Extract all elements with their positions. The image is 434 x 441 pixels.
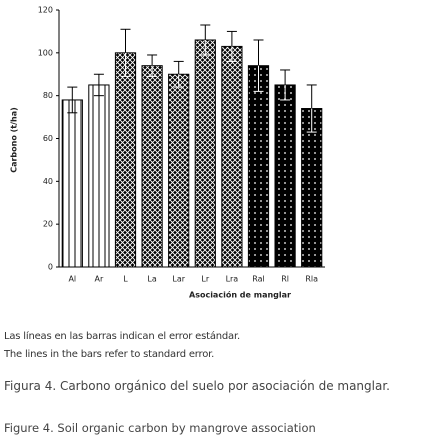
- x-axis-label: Asociación de manglar: [189, 290, 291, 300]
- x-tick-label: Rla: [305, 275, 318, 284]
- note: Las líneas en las barras indican el erro…: [4, 331, 240, 342]
- bar: [114, 52, 137, 268]
- y-tick-label: 20: [43, 220, 53, 229]
- error-bar: [200, 24, 211, 56]
- bar: [61, 99, 83, 268]
- bar: [88, 84, 110, 268]
- error-bar: [226, 30, 237, 62]
- caption: Figure 4. Soil organic carbon by mangrov…: [4, 421, 316, 435]
- x-tick-label: Rl: [281, 275, 289, 284]
- bar: [168, 73, 190, 268]
- bar: [247, 65, 270, 268]
- error-bar: [253, 39, 264, 92]
- y-tick-label: 80: [43, 91, 53, 100]
- x-tick-label: Al: [68, 275, 76, 284]
- chart: Carbono (t/ha) Asociación de manglar 0 20…: [10, 6, 325, 300]
- x-tick-label: L: [123, 275, 128, 284]
- bar: [274, 84, 296, 268]
- x-tick-label: Ar: [95, 275, 104, 284]
- y-tick-label: 100: [38, 48, 53, 57]
- y-tick-label: 120: [38, 6, 53, 15]
- error-bar: [93, 73, 104, 97]
- y-tick-label: 60: [43, 134, 53, 143]
- x-tick-label: Lra: [226, 275, 239, 284]
- bar: [194, 39, 216, 268]
- bar: [221, 45, 243, 268]
- error-bar: [280, 69, 291, 101]
- x-tick-label: La: [147, 275, 156, 284]
- bar: [141, 65, 163, 268]
- x-tick-label: Ral: [252, 275, 265, 284]
- x-tick-label: Lr: [201, 275, 209, 284]
- note: The lines in the bars refer to standard …: [4, 349, 215, 360]
- x-tick-label: Lar: [172, 275, 185, 284]
- error-bar: [67, 86, 78, 114]
- error-bar: [120, 28, 131, 77]
- y-tick-label: 40: [43, 177, 53, 186]
- caption: Figura 4. Carbono orgánico del suelo por…: [4, 379, 390, 393]
- y-tick-label: 0: [48, 263, 53, 272]
- error-bar: [173, 60, 184, 88]
- error-bar: [147, 54, 158, 77]
- error-bar: [306, 84, 317, 133]
- y-axis-label: Carbono (t/ha): [10, 107, 19, 173]
